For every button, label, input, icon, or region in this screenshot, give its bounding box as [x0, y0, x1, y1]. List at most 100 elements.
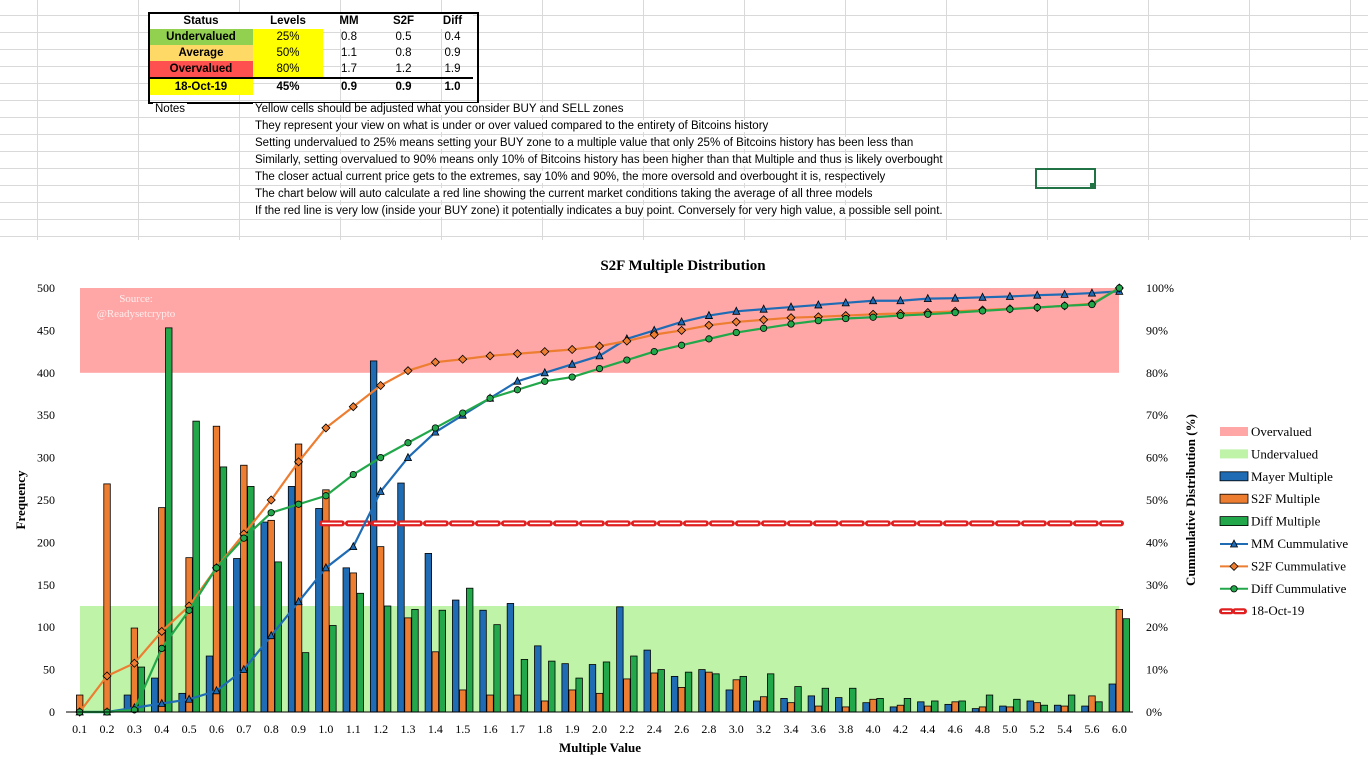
x-tick-label: 0.6 [209, 722, 224, 736]
current-level-cell[interactable]: 45% [253, 77, 323, 95]
point-mm-cummulative [1087, 288, 1097, 297]
x-tick-label: 1.2 [373, 722, 388, 736]
bar-diff-multiple [575, 677, 583, 713]
x-tick-label: 0.1 [72, 722, 87, 736]
note-line[interactable]: The closer actual current price gets to … [253, 171, 888, 183]
point-s2f-cummulative [102, 671, 112, 681]
bar-s2f-multiple [240, 464, 248, 713]
legend-marker-s2f-cummulative [1229, 561, 1239, 571]
legend-swatch-diff-multiple [1219, 516, 1249, 527]
s2f-cell[interactable]: 1.2 [395, 63, 412, 75]
mm-cell[interactable]: 1.1 [341, 47, 357, 59]
level-cell[interactable]: 80% [253, 61, 323, 78]
diff-cell[interactable]: 1.9 [444, 63, 461, 75]
point-mm-cummulative [376, 486, 385, 495]
header-s2f[interactable]: S2F [375, 13, 432, 29]
status-cell-overvalued[interactable]: Overvalued [149, 61, 253, 78]
diff-cell[interactable]: 0.4 [444, 31, 461, 43]
y2-tick-label: 90% [1146, 323, 1168, 337]
distribution-chart[interactable]: S2F Multiple Distribution Source: @Ready… [0, 240, 1368, 772]
legend-label: Diff Multiple [1251, 514, 1321, 529]
bar-mayer-multiple [862, 702, 870, 713]
fill-handle[interactable] [1090, 183, 1095, 188]
point-diff-cummulative [513, 386, 522, 394]
bar-mayer-multiple [807, 695, 816, 713]
point-mm-cummulative [841, 297, 850, 307]
note-line[interactable]: If the red line is very low (inside your… [253, 205, 945, 217]
x-tick-label: 1.8 [537, 722, 552, 736]
point-s2f-cummulative [376, 380, 386, 391]
point-s2f-cummulative [567, 344, 577, 355]
note-line[interactable]: The chart below will auto calculate a re… [253, 188, 875, 200]
notes-label[interactable]: Notes [153, 103, 188, 115]
header-status[interactable]: Status [149, 13, 253, 29]
current-mm-cell[interactable]: 0.9 [323, 77, 375, 95]
x-tick-label: 5.4 [1057, 722, 1072, 736]
x-tick-label: 6.0 [1112, 722, 1127, 736]
x-tick-label: 0.8 [264, 722, 279, 736]
bar-s2f-multiple [130, 627, 139, 713]
point-diff-cummulative [1006, 305, 1014, 313]
selected-cell[interactable] [1035, 168, 1096, 189]
bar-s2f-multiple [623, 678, 631, 713]
bar-mayer-multiple [452, 599, 460, 713]
point-diff-cummulative [787, 320, 795, 328]
bar-s2f-multiple [978, 706, 987, 713]
bar-mayer-multiple [561, 663, 569, 713]
bar-mayer-multiple [725, 689, 733, 713]
point-diff-cummulative [459, 409, 467, 417]
point-diff-cummulative [869, 313, 877, 321]
legend-swatch-overvalued [1220, 427, 1248, 436]
x-tick-label: 5.6 [1084, 722, 1099, 736]
point-diff-cummulative [1061, 302, 1069, 310]
legend-label: Diff Cummulative [1251, 581, 1347, 596]
bar-diff-multiple [630, 655, 638, 713]
bar-mayer-multiple [315, 508, 323, 713]
bar-mayer-multiple [835, 697, 843, 713]
current-diff-cell[interactable]: 1.0 [432, 77, 473, 95]
point-diff-cummulative [349, 470, 357, 479]
x-tick-label: 1.5 [455, 722, 470, 736]
header-mm[interactable]: MM [323, 13, 375, 29]
x-tick-label: 0.3 [127, 722, 142, 736]
s2f-cell[interactable]: 0.8 [395, 47, 412, 59]
bar-s2f-multiple [267, 519, 275, 713]
bar-mayer-multiple [342, 567, 350, 713]
mm-cell[interactable]: 0.8 [341, 31, 357, 43]
note-line[interactable]: Yellow cells should be adjusted what you… [253, 103, 626, 115]
header-diff[interactable]: Diff [432, 13, 473, 29]
bar-s2f-multiple [787, 702, 795, 713]
bar-diff-multiple [274, 561, 282, 713]
y-tick-label: 350 [37, 408, 55, 422]
legend-label: Undervalued [1251, 446, 1319, 461]
bar-mayer-multiple [643, 649, 651, 713]
note-line[interactable]: Similarly, setting overvalued to 90% mea… [253, 154, 945, 166]
x-tick-label: 1.6 [483, 722, 498, 736]
s2f-cell[interactable]: 0.5 [395, 31, 412, 43]
bar-diff-multiple [466, 587, 474, 713]
bar-mayer-multiple [780, 698, 788, 713]
header-levels[interactable]: Levels [253, 13, 323, 29]
status-cell-undervalued[interactable]: Undervalued [149, 29, 253, 45]
legend-label: Mayer Multiple [1251, 469, 1333, 484]
level-cell[interactable]: 25% [253, 29, 323, 45]
level-cell[interactable]: 50% [253, 45, 323, 61]
point-s2f-cummulative [157, 626, 167, 637]
note-line[interactable]: They represent your view on what is unde… [253, 120, 771, 132]
point-diff-cummulative [650, 348, 658, 356]
point-diff-cummulative [377, 454, 385, 462]
point-diff-cummulative [1115, 284, 1123, 292]
status-cell-average[interactable]: Average [149, 45, 253, 61]
diff-cell[interactable]: 0.9 [444, 47, 461, 59]
bar-diff-multiple [165, 327, 173, 713]
bar-s2f-multiple [294, 443, 303, 713]
y-tick-label: 500 [37, 281, 55, 295]
mm-cell[interactable]: 1.7 [341, 63, 357, 75]
bar-s2f-multiple [1115, 608, 1123, 713]
current-s2f-cell[interactable]: 0.9 [375, 77, 432, 95]
bar-mayer-multiple [397, 482, 405, 713]
x-tick-label: 4.4 [920, 722, 935, 736]
y-tick-label: 50 [43, 663, 55, 677]
current-date-cell[interactable]: 18-Oct-19 [149, 77, 253, 95]
note-line[interactable]: Setting undervalued to 25% means setting… [253, 137, 916, 149]
